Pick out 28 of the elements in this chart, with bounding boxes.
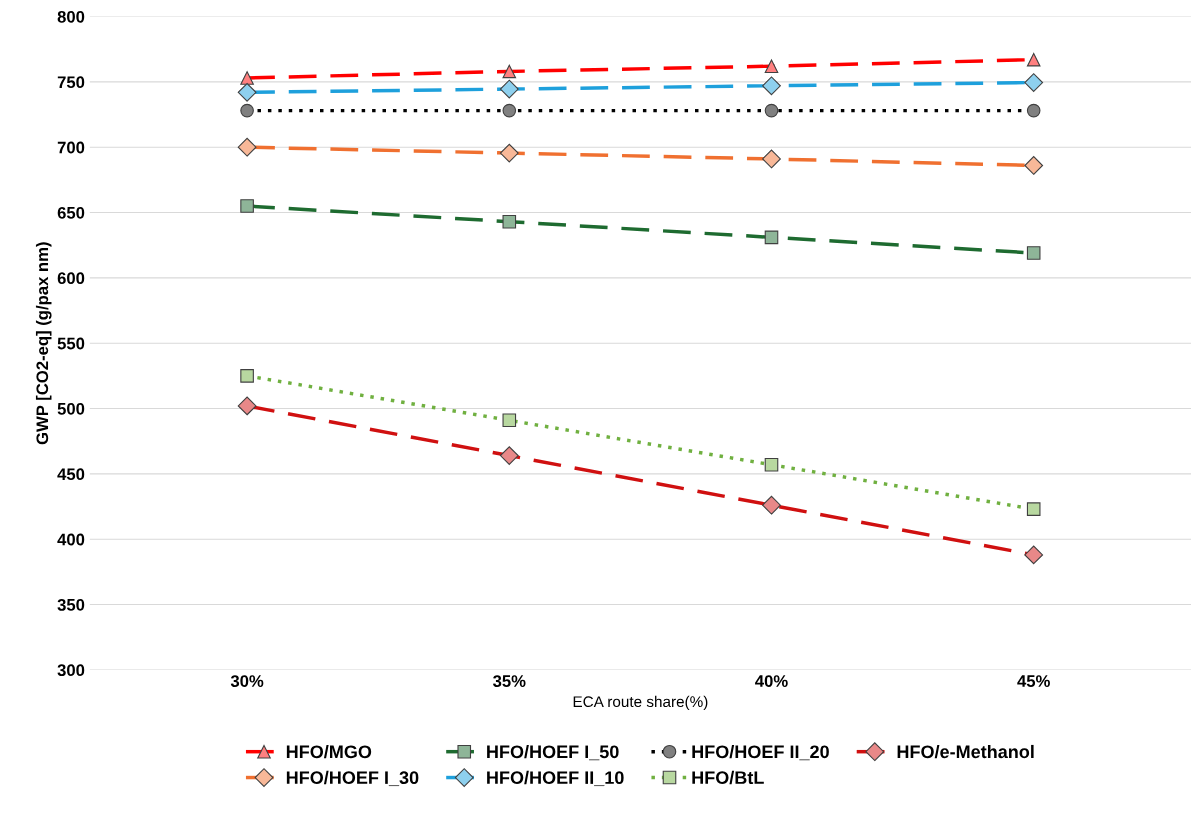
y-tick-label: 800: [57, 10, 85, 23]
legend-label: HFO/HOEF I_30: [286, 770, 419, 787]
legend-label: HFO/BtL: [692, 770, 764, 785]
point: [240, 199, 254, 213]
legend-label: HFO/HOEF II_10: [487, 770, 624, 787]
x-tick-label: 40%: [755, 675, 788, 687]
y-tick-label: 300: [57, 664, 85, 677]
legend-label: HFO/HOEF I_50: [487, 744, 619, 761]
x-tick-label: 35%: [493, 675, 526, 687]
legend-label: HFO/HOEF II_20: [692, 744, 829, 761]
y-tick-label: 450: [57, 468, 85, 481]
x-axis-title: ECA route share(%): [573, 695, 708, 711]
point: [764, 230, 779, 245]
x-tick-label: 45%: [1017, 675, 1050, 687]
y-tick-label: 700: [57, 141, 85, 154]
point: [1026, 246, 1041, 260]
point: [502, 214, 517, 229]
y-tick-label: 750: [57, 76, 85, 89]
x-tick-label: 30%: [230, 675, 264, 687]
y-tick-label: 350: [57, 598, 85, 611]
y-tick-label: 600: [57, 272, 85, 285]
legend-label: HFO/MGO: [286, 744, 372, 759]
legend-label: HFO/e-Methanol: [897, 744, 1034, 759]
y-axis-title: GWP [CO2-eq] (g/pax nm): [35, 242, 52, 445]
y-tick-label: 650: [57, 206, 85, 219]
y-tick-label: 400: [57, 533, 85, 546]
y-tick-label: 500: [57, 402, 85, 415]
y-tick-label: 550: [57, 337, 85, 350]
